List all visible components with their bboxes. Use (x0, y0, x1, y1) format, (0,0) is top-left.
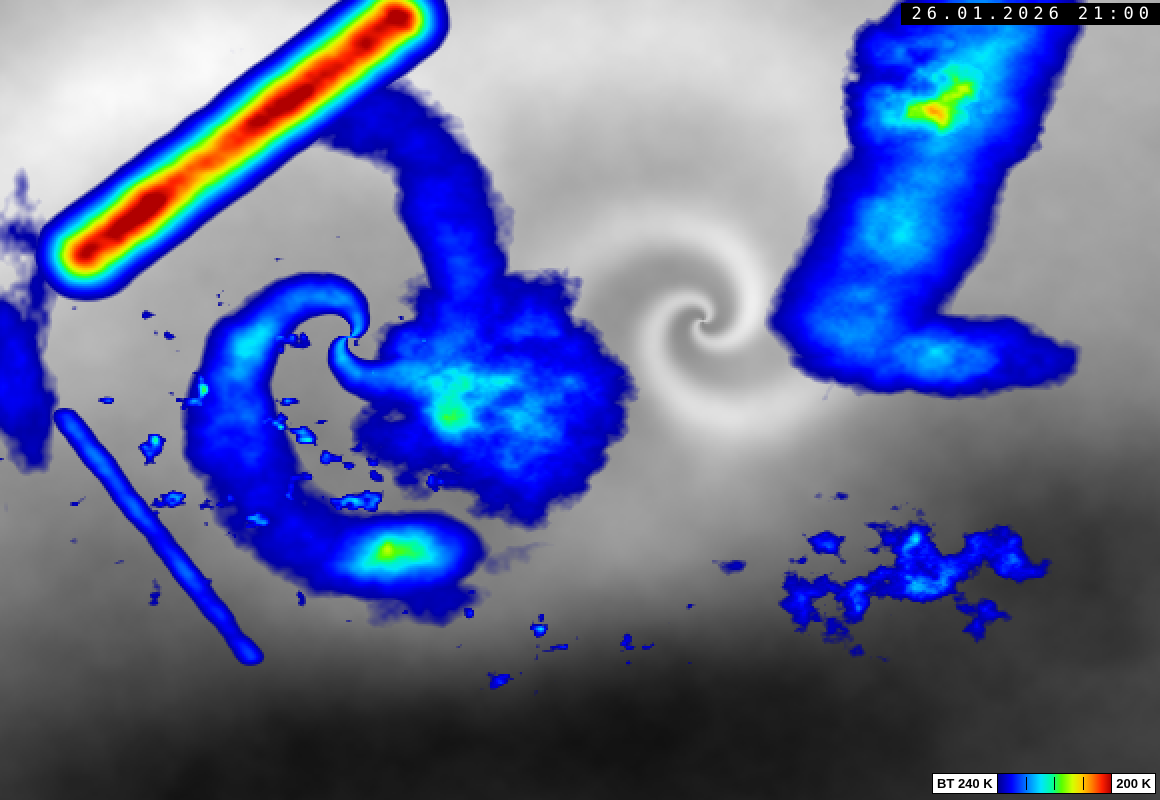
colorbar-label-min: BT 240 K (937, 776, 993, 791)
colorbar-tick-0 (1026, 777, 1028, 790)
timestamp-overlay: 26.01.2026 21:00 (901, 3, 1160, 25)
colorbar-label-max: 200 K (1116, 776, 1151, 791)
colorbar-gradient-track (996, 774, 1113, 793)
brightness-temperature-colorbar: BT 240 K 200 K (932, 773, 1156, 794)
timestamp-time: 21:00 (1077, 4, 1154, 24)
timestamp-date: 26.01.2026 (911, 4, 1064, 24)
colorbar-tick-1 (1054, 777, 1056, 790)
colorbar-tick-2 (1082, 777, 1084, 790)
